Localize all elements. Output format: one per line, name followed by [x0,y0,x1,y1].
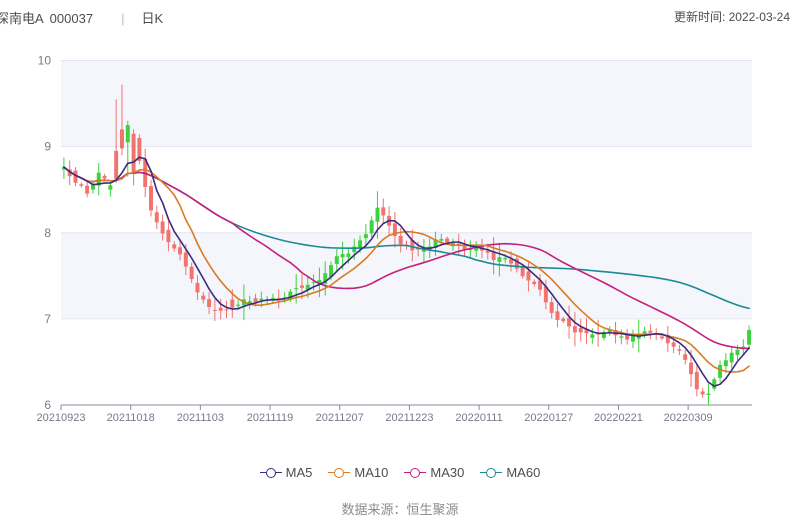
svg-text:20220111: 20220111 [455,412,502,424]
svg-text:7: 7 [44,312,51,326]
svg-text:20211018: 20211018 [107,412,155,424]
svg-text:10: 10 [38,54,52,68]
svg-text:9: 9 [44,140,51,154]
svg-text:20210923: 20210923 [37,412,86,424]
svg-text:20220309: 20220309 [664,412,713,424]
svg-text:8: 8 [44,226,51,240]
svg-text:6: 6 [44,398,51,412]
svg-text:20211207: 20211207 [316,412,364,424]
svg-text:20211119: 20211119 [247,412,294,424]
svg-text:20211103: 20211103 [177,412,224,424]
svg-text:20220221: 20220221 [594,412,643,424]
svg-text:20211223: 20211223 [385,412,433,424]
svg-text:20220127: 20220127 [524,412,573,424]
